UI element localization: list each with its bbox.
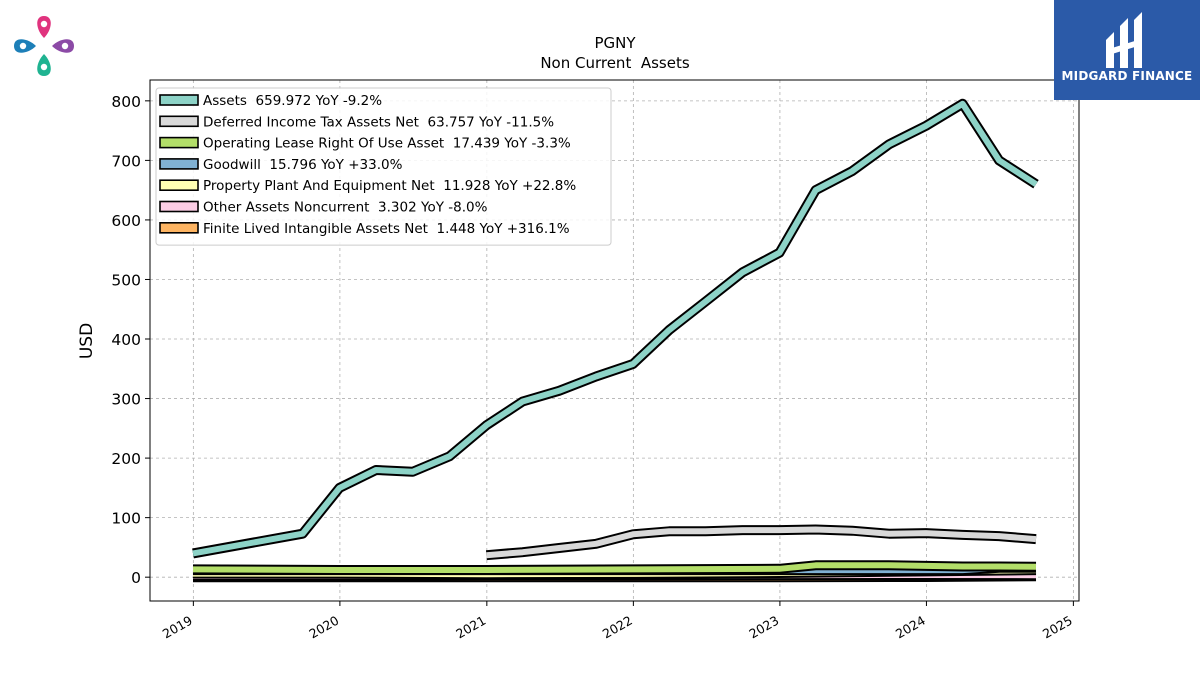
y-axis-label: USD [77, 323, 97, 359]
legend-item: Finite Lived Intangible Assets Net 1.448… [159, 221, 570, 237]
midgard-mark-icon [1106, 12, 1142, 68]
legend-label: Property Plant And Equipment Net 11.928 … [203, 178, 576, 194]
legend-label: Deferred Income Tax Assets Net 63.757 Yo… [203, 114, 554, 130]
chart-subtitle: Non Current Assets [540, 54, 690, 72]
series-deferred-income-tax [485, 524, 1037, 561]
series-operating-lease-right [192, 560, 1037, 575]
legend-box [155, 87, 612, 246]
legend-swatch [159, 200, 199, 213]
legend-item: Operating Lease Right Of Use Asset 17.43… [159, 136, 571, 152]
series-layer [192, 98, 1039, 583]
legend-item: Goodwill 15.796 YoY +33.0% [159, 157, 403, 173]
legend-item: Property Plant And Equipment Net 11.928 … [159, 178, 576, 194]
brand-logo-box: MIDGARD FINANCE [1054, 0, 1200, 100]
x-tick-label: 2022 [600, 613, 635, 642]
series-line [192, 562, 1037, 573]
y-tick-label: 0 [131, 569, 141, 587]
y-tick-label: 400 [111, 331, 141, 349]
brand-name: MIDGARD FINANCE [1061, 69, 1193, 83]
legend-item: Assets 659.972 YoY -9.2% [159, 93, 382, 109]
x-tick-label: 2020 [306, 613, 341, 642]
x-tick-label: 2023 [746, 613, 781, 642]
legend-swatch [159, 179, 199, 191]
legend-swatch [159, 222, 199, 234]
legend-label: Operating Lease Right Of Use Asset 17.43… [203, 136, 571, 152]
legend-label: Goodwill 15.796 YoY +33.0% [203, 157, 403, 173]
series-assets--yoy [192, 98, 1039, 559]
legend-label: Other Assets Noncurrent 3.302 YoY -8.0% [203, 200, 488, 216]
x-tick-label: 2019 [160, 613, 195, 642]
series-line [192, 100, 1038, 557]
legend-swatch [159, 158, 199, 170]
legend-swatch [159, 136, 199, 149]
y-tick-label: 800 [111, 93, 141, 111]
legend-label: Assets 659.972 YoY -9.2% [203, 93, 382, 109]
legend-item: Other Assets Noncurrent 3.302 YoY -8.0% [159, 200, 488, 216]
legend-item: Deferred Income Tax Assets Net 63.757 Yo… [159, 114, 554, 130]
y-tick-label: 300 [111, 391, 141, 409]
y-tick-label: 700 [111, 152, 141, 170]
legend-swatch [159, 115, 199, 128]
company-logo [14, 16, 74, 76]
legend: Assets 659.972 YoY -9.2% Deferred Income … [155, 87, 612, 246]
y-tick-label: 500 [111, 271, 141, 289]
y-tick-label: 100 [111, 510, 141, 528]
y-tick-label: 600 [111, 212, 141, 230]
chart-title: PGNY [594, 34, 636, 52]
x-tick-label: 2024 [893, 613, 928, 642]
series-line [486, 526, 1037, 559]
legend-swatch [159, 94, 199, 106]
grid [150, 80, 1079, 601]
legend-label: Finite Lived Intangible Assets Net 1.448… [203, 221, 570, 237]
x-tick-label: 2025 [1040, 613, 1075, 642]
x-tick-label: 2021 [453, 613, 488, 642]
plot-area-frame [149, 79, 1080, 602]
y-tick-label: 200 [111, 450, 141, 468]
